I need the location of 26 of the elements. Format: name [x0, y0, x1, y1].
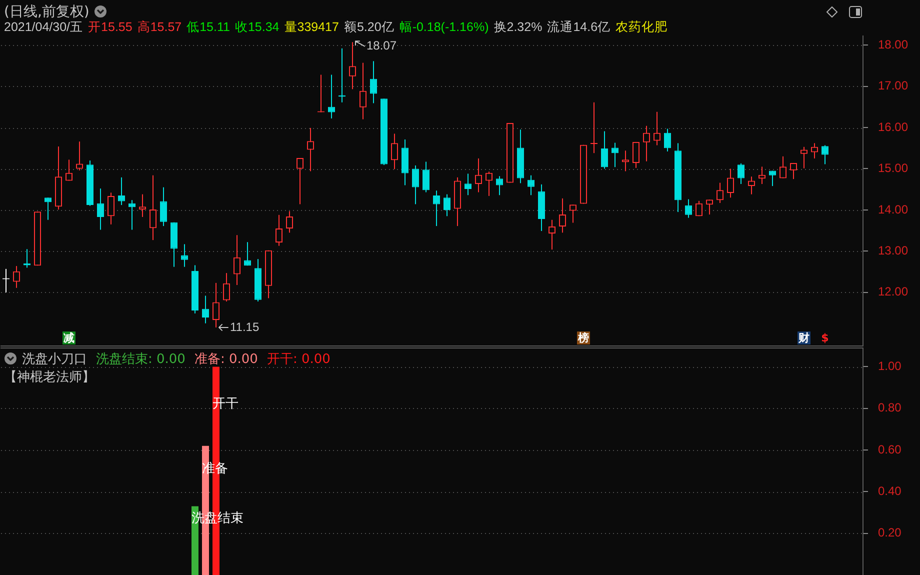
- y-tick-label: 12.00: [878, 284, 908, 299]
- text: 【神棍老法师】: [4, 368, 95, 386]
- y-tick-label: 15.00: [878, 161, 908, 176]
- y-tick-label: 16.00: [878, 120, 908, 134]
- y-tick-label: 0.20: [878, 526, 902, 540]
- annotation: 洗盘结束: 0.00: [96, 350, 186, 368]
- y-tick-label: 17.00: [878, 78, 908, 93]
- annotation: 11.15: [230, 320, 260, 334]
- y-tick-label: 14.00: [878, 202, 908, 216]
- annotation: 财: [797, 331, 810, 344]
- candlestick: [590, 102, 598, 154]
- y-tick-label: 18.00: [878, 37, 908, 52]
- text: 2021/04/30/五 开15.55 高15.57 低15.11 收15.34 量339417 额5.20亿 幅-0.18(-1.16%) 换2.32% 流通14.6亿 农药化肥: [4, 20, 668, 34]
- annotation: 准备: 0.00: [194, 350, 258, 368]
- annotation: $: [821, 331, 829, 344]
- annotation: 开干: 0.00: [266, 350, 330, 368]
- y-tick-label: 1.00: [878, 359, 902, 374]
- y-tick-label: 13.00: [878, 244, 908, 258]
- annotation: 榜: [576, 331, 589, 344]
- y-tick-label: 0.80: [878, 400, 902, 415]
- y-tick-label: 0.60: [878, 442, 902, 456]
- annotation: 18.07: [366, 38, 397, 52]
- chart-title: (日线,前复权): [4, 2, 90, 20]
- y-tick-label: 0.40: [878, 484, 902, 498]
- annotation: 减: [63, 331, 74, 344]
- chart-title: 洗盘小刀口: [22, 350, 87, 368]
